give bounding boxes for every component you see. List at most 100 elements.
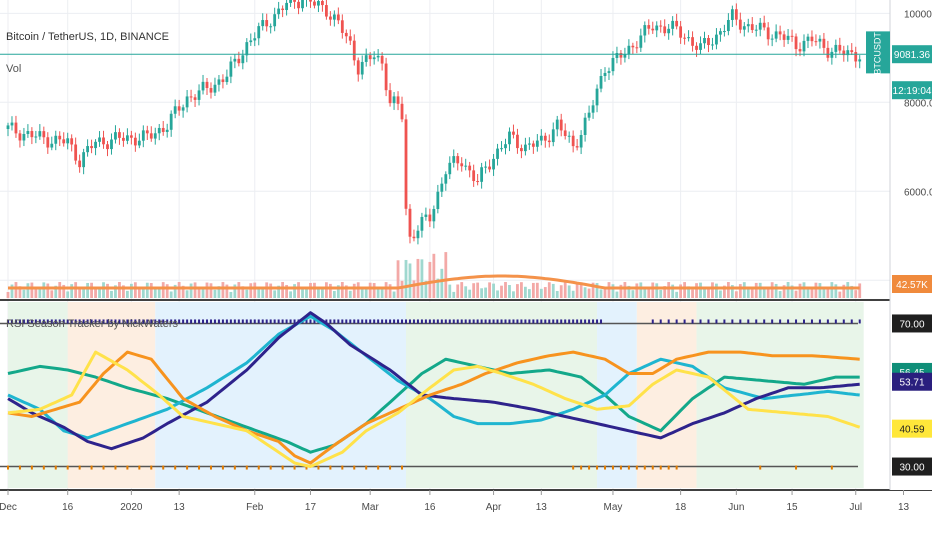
volume-bar	[468, 289, 472, 298]
upper-marker	[548, 319, 551, 324]
date-tick-label: 13	[536, 502, 548, 513]
upper-marker	[834, 319, 837, 324]
date-tick-label: 13	[174, 502, 186, 513]
lower-marker	[759, 465, 762, 470]
date-tick-label: 15	[786, 502, 798, 513]
volume-bar	[476, 282, 480, 298]
volume-bar	[165, 284, 169, 298]
volume-bar	[193, 282, 197, 298]
season-band	[636, 302, 697, 488]
candle-body	[842, 50, 846, 56]
upper-marker	[273, 319, 276, 324]
upper-marker	[257, 319, 260, 324]
volume-bar	[126, 290, 129, 298]
candle-body	[392, 96, 396, 104]
volume-bar	[14, 282, 18, 298]
upper-marker	[62, 319, 65, 324]
candle-body	[269, 26, 273, 28]
upper-marker	[253, 319, 256, 324]
upper-marker	[504, 319, 507, 324]
candle-body	[396, 96, 400, 104]
lower-marker	[365, 465, 368, 470]
volume-bar	[321, 287, 324, 298]
candle-body	[122, 137, 125, 141]
volume-bar	[98, 287, 101, 298]
candle-body	[30, 131, 34, 138]
candle-body	[118, 132, 121, 138]
candle-body	[293, 0, 296, 2]
candle-body	[667, 28, 671, 34]
volume-bar	[66, 291, 70, 298]
season-band	[8, 302, 68, 488]
candle-body	[854, 52, 858, 62]
candle-body	[496, 148, 499, 159]
volume-bar	[153, 289, 157, 298]
lower-marker	[42, 465, 45, 470]
candle-body	[213, 84, 217, 93]
volume-bar	[118, 282, 121, 298]
volume-bars	[6, 252, 862, 298]
volume-bar	[571, 290, 575, 298]
volume-bar	[30, 282, 34, 298]
volume-bar	[659, 289, 663, 298]
price-tick-label: 6000.00	[904, 187, 932, 198]
candle-body	[78, 160, 82, 168]
yellow-rsi-badge-text: 40.59	[899, 425, 924, 436]
candle-body	[786, 35, 790, 40]
season-band	[696, 302, 864, 488]
date-axis[interactable]: Dec 16 2020 13 Feb 17 Mar 16 Apr 13 May 18 Jun 15 Jul 1…	[0, 490, 909, 513]
candle-body	[675, 20, 679, 27]
volume-bar	[806, 287, 810, 298]
volume-bar	[750, 289, 754, 298]
upper-marker	[329, 319, 332, 324]
upper-marker	[110, 319, 113, 324]
upper-marker	[779, 319, 782, 324]
upper-marker	[771, 319, 774, 324]
lower-marker	[572, 465, 575, 470]
candle-body	[110, 139, 113, 150]
date-tick-label: 18	[675, 502, 687, 513]
upper-marker	[532, 319, 535, 324]
upper-marker	[528, 319, 531, 324]
upper-marker	[516, 319, 519, 324]
volume-bar	[516, 284, 519, 298]
candle-body	[587, 112, 591, 118]
lower-marker	[233, 465, 236, 470]
candle-body	[520, 148, 523, 152]
lower-marker	[257, 465, 260, 470]
volume-bar	[480, 288, 484, 298]
candle-body	[420, 216, 424, 231]
volume-bar	[380, 286, 384, 298]
candle-body	[114, 132, 117, 140]
candle-body	[742, 26, 746, 30]
lower-marker	[341, 465, 344, 470]
upper-marker	[237, 319, 240, 324]
navy-rsi-line	[7, 311, 860, 451]
candle-body	[165, 129, 169, 132]
candle-body	[583, 117, 587, 135]
volume-bar	[711, 282, 714, 298]
volume-bar	[38, 287, 42, 298]
volume-bar	[651, 282, 655, 298]
upper-marker	[365, 319, 368, 324]
volume-bar	[249, 283, 253, 298]
volume-bar	[372, 283, 376, 298]
date-tick-label: Feb	[246, 502, 264, 513]
upper-marker	[456, 319, 459, 324]
upper-level-badge-text: 70.00	[899, 319, 924, 330]
upper-marker	[162, 319, 165, 324]
candle-body	[492, 158, 495, 170]
volume-bar	[567, 285, 571, 298]
volume-bar	[500, 285, 503, 298]
volume-bar	[671, 284, 675, 298]
candle-body	[209, 88, 213, 93]
upper-marker	[584, 319, 587, 324]
lower-marker	[293, 465, 296, 470]
candle-body	[18, 133, 22, 141]
upper-marker	[70, 319, 73, 324]
upper-marker	[651, 319, 654, 324]
volume-bar	[746, 286, 750, 298]
candle-body	[782, 34, 786, 40]
volume-bar	[738, 284, 742, 298]
